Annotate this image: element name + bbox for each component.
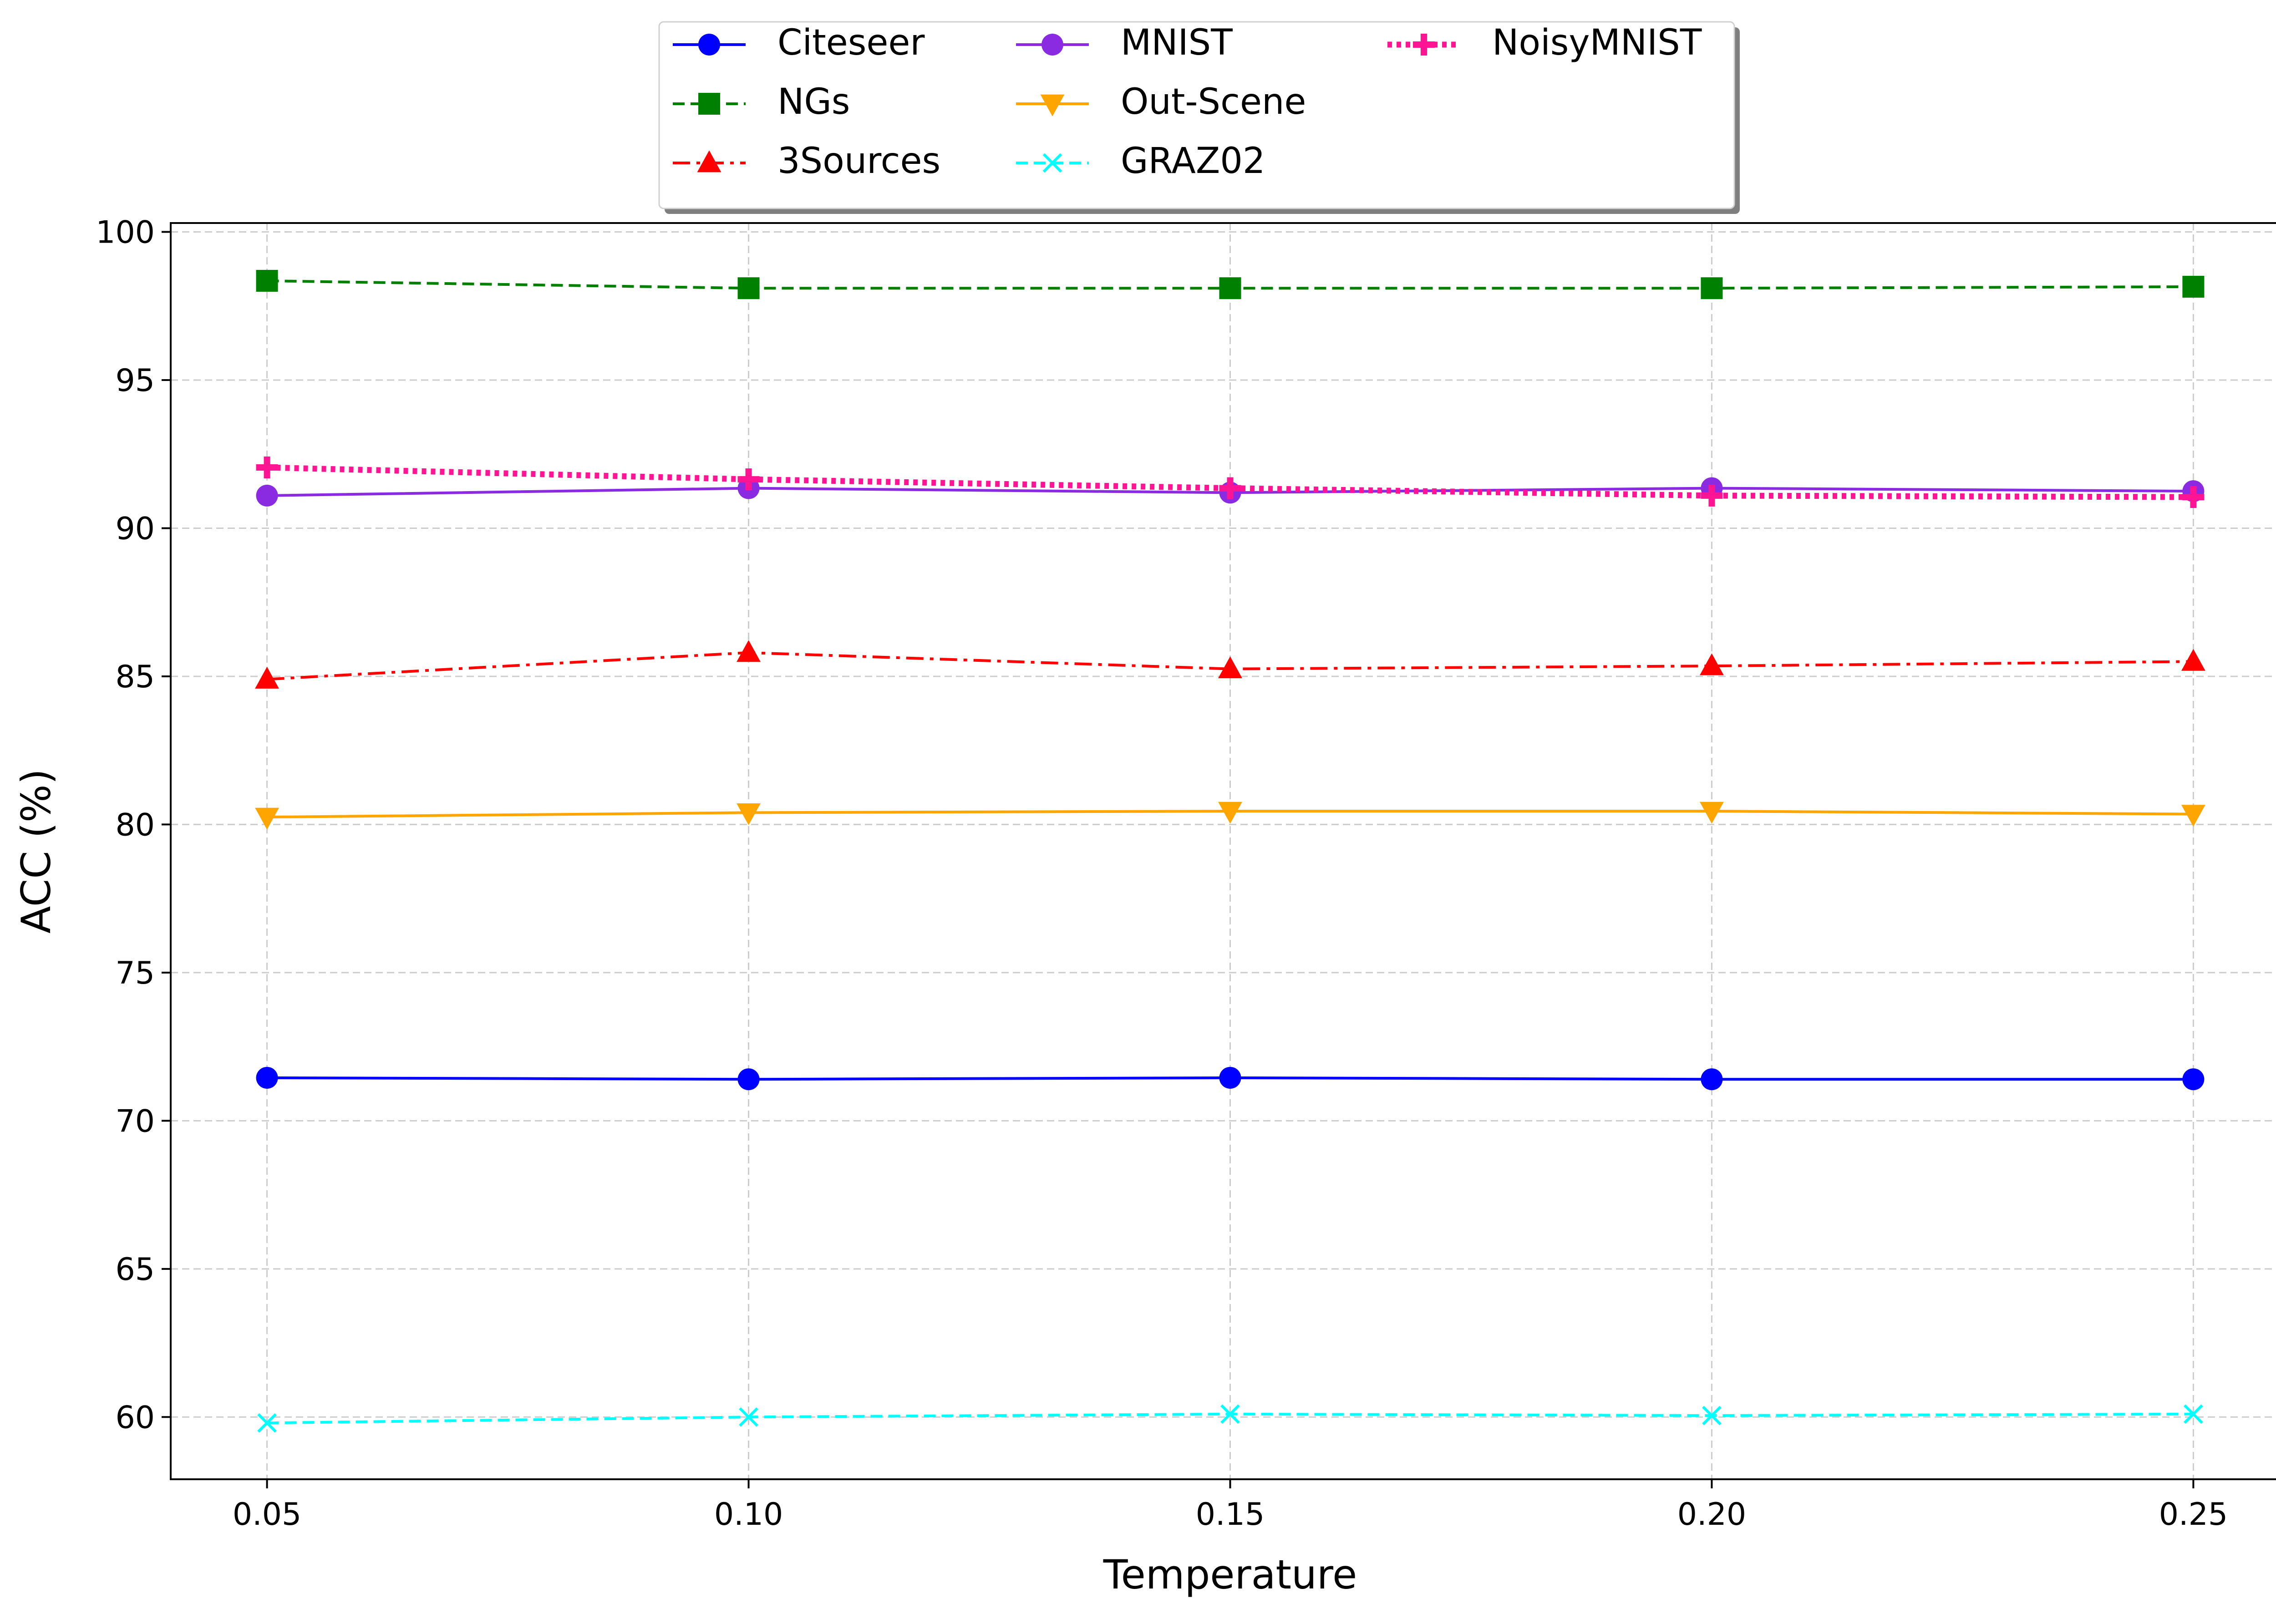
y-tick-label: 80: [115, 807, 155, 843]
data-point-ngs: [1219, 277, 1241, 299]
legend-label-mnist: MNIST: [1121, 22, 1233, 63]
data-point-noisymnist: [737, 468, 760, 491]
x-tick-label: 0.05: [233, 1497, 301, 1533]
legend: Citeseer NGs 3Sources MNIST Out-Scene GRAZ02 N…: [658, 21, 1740, 214]
legend-marker-mnist: [1041, 34, 1063, 56]
data-point-citeseer: [2182, 1068, 2205, 1091]
legend-label-out-scene: Out-Scene: [1121, 81, 1306, 122]
data-point-out-scene: [1700, 802, 1724, 824]
data-point-graz02: [2184, 1404, 2203, 1424]
legend-entry-3sources: 3Sources: [673, 141, 940, 182]
data-point-3sources: [1700, 653, 1724, 675]
legend-marker-citeseer: [698, 34, 720, 56]
y-tick-label: 85: [115, 659, 155, 695]
legend-entry-mnist: MNIST: [1016, 22, 1233, 63]
series-ngs: [256, 269, 2205, 299]
x-axis-label: Temperature: [1103, 1551, 1357, 1598]
y-tick-label: 70: [115, 1103, 155, 1139]
y-tick-label: 100: [96, 215, 155, 251]
data-point-mnist: [256, 484, 278, 507]
data-point-graz02: [1220, 1404, 1240, 1424]
series-noisymnist: [256, 457, 2205, 508]
series-3sources: [255, 640, 2205, 689]
legend-label-graz02: GRAZ02: [1121, 141, 1265, 182]
data-point-noisymnist: [1701, 484, 1723, 507]
data-point-citeseer: [256, 1066, 278, 1089]
data-point-3sources: [255, 666, 279, 689]
data-point-noisymnist: [2182, 486, 2205, 508]
series-line-noisymnist: [267, 464, 2194, 500]
data-point-graz02: [739, 1407, 758, 1427]
legend-label-noisymnist: NoisyMNIST: [1492, 22, 1702, 63]
legend-box: [658, 21, 1735, 209]
y-tick-label: 75: [115, 955, 155, 991]
plot-background: [171, 223, 2276, 1479]
data-point-3sources: [1218, 656, 1242, 679]
x-tick-label: 0.20: [1677, 1497, 1746, 1533]
data-point-citeseer: [1701, 1068, 1723, 1091]
data-point-noisymnist: [256, 457, 278, 479]
grid: [171, 223, 2276, 1479]
data-point-ngs: [737, 277, 760, 299]
data-point-citeseer: [737, 1068, 760, 1091]
legend-label-ngs: NGs: [777, 81, 850, 122]
y-tick-label: 90: [115, 511, 155, 547]
series-layer: [255, 269, 2205, 1433]
data-point-out-scene: [1218, 802, 1242, 824]
legend-marker-graz02: [1042, 153, 1062, 173]
series-citeseer: [256, 1066, 2205, 1091]
legend-marker-ngs: [698, 93, 720, 115]
data-point-out-scene: [255, 807, 279, 830]
x-tick-label: 0.15: [1196, 1497, 1265, 1533]
y-axis-label: ACC (%): [13, 769, 60, 934]
data-point-graz02: [257, 1413, 277, 1433]
legend-entry-out-scene: Out-Scene: [1016, 81, 1306, 122]
x-tick-label: 0.10: [714, 1497, 783, 1533]
data-point-ngs: [2182, 275, 2205, 298]
y-tick-label: 65: [115, 1252, 155, 1288]
legend-label-3sources: 3Sources: [777, 141, 940, 182]
y-tick-label: 95: [115, 363, 155, 399]
legend-entry-citeseer: Citeseer: [673, 22, 925, 63]
data-point-out-scene: [737, 803, 761, 825]
legend-marker-out-scene: [1040, 94, 1065, 117]
x-tick-label: 0.25: [2159, 1497, 2228, 1533]
legend-label-citeseer: Citeseer: [777, 22, 925, 63]
data-point-citeseer: [1219, 1066, 1241, 1089]
data-point-noisymnist: [1219, 477, 1241, 499]
axis-ticks: 0.05 0.10 0.15 0.20 0.25 60 65 70 75 80 85 90 95 100: [96, 215, 2228, 1533]
legend-entry-noisymnist: NoisyMNIST: [1387, 22, 1702, 63]
legend-marker-3sources: [697, 150, 721, 173]
series-graz02: [257, 1404, 2203, 1433]
legend-marker-noisymnist: [1413, 34, 1435, 56]
data-point-graz02: [1702, 1406, 1722, 1426]
data-point-ngs: [1701, 277, 1723, 299]
data-point-ngs: [256, 269, 278, 292]
legend-entry-ngs: NGs: [673, 81, 850, 122]
series-out-scene: [255, 802, 2205, 830]
data-point-out-scene: [2181, 805, 2205, 827]
data-point-3sources: [737, 640, 761, 662]
y-tick-label: 60: [115, 1400, 155, 1436]
legend-entry-graz02: GRAZ02: [1016, 141, 1265, 182]
data-point-3sources: [2181, 649, 2205, 671]
